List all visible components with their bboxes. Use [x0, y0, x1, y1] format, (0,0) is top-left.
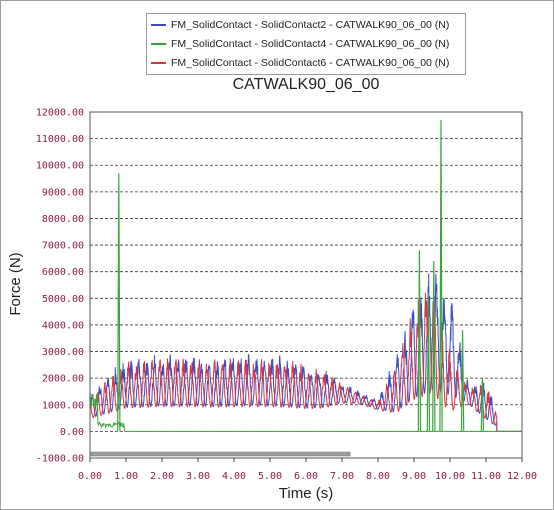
- y-tick-label: 12000.00: [36, 108, 84, 119]
- series-spike-contact4: [432, 260, 436, 432]
- legend-label-contact2: FM_SolidContact - SolidContact2 - CATWAL…: [171, 18, 450, 31]
- series-spike-contact4: [439, 119, 443, 432]
- series-line-contact2: [89, 273, 522, 432]
- y-tick-label: 7000.00: [42, 241, 84, 252]
- x-tick-label: 0.00: [78, 471, 102, 482]
- series-spike-contact4: [460, 330, 465, 432]
- legend-label-contact6: FM_SolidContact - SolidContact6 - CATWAL…: [171, 56, 450, 69]
- axis-layer: -1000.00 0.00 1000.00 2000.00 3000.00 4000.00…: [36, 108, 537, 483]
- series-spike-contact4: [417, 250, 422, 432]
- x-tick-label: 12.00: [507, 471, 537, 482]
- legend-swatch-contact6: [151, 61, 166, 64]
- chart-legend: FM_SolidContact - SolidContact2 - CATWAL…: [146, 13, 466, 75]
- y-tick-label: 2000.00: [42, 374, 84, 385]
- legend-item-contact4: FM_SolidContact - SolidContact4 - CATWAL…: [151, 35, 449, 52]
- x-tick-label: 10.00: [435, 471, 465, 482]
- legend-item-contact2: FM_SolidContact - SolidContact2 - CATWAL…: [151, 16, 449, 33]
- x-tick-label: 2.00: [150, 471, 174, 482]
- x-tick-label: 11.00: [471, 471, 501, 482]
- x-tick-label: 1.00: [114, 471, 138, 482]
- x-tick-label: 6.00: [294, 471, 318, 482]
- series-spike-contact4: [480, 378, 485, 432]
- y-tick-label: 6000.00: [42, 267, 84, 278]
- plot-border: [89, 111, 523, 459]
- legend-swatch-contact2: [151, 23, 166, 26]
- y-tick-label: 0.00: [60, 427, 84, 438]
- x-tick-label: 5.00: [258, 471, 282, 482]
- y-tick-label: 4000.00: [42, 320, 84, 331]
- x-tick-label: 8.00: [366, 471, 390, 482]
- series-spike-contact4: [117, 173, 121, 432]
- y-tick-label: 9000.00: [42, 187, 84, 198]
- data-layer: [89, 119, 522, 432]
- y-tick-label: 8000.00: [42, 214, 84, 225]
- chart-title: CATWALK90_06_00: [232, 76, 380, 93]
- plot-scrollbar[interactable]: [90, 451, 351, 457]
- y-tick-label: 10000.00: [36, 161, 84, 172]
- series-spike-contact4: [426, 292, 431, 432]
- x-tick-label: 7.00: [330, 471, 354, 482]
- legend-item-contact6: FM_SolidContact - SolidContact6 - CATWAL…: [151, 54, 449, 71]
- grid-layer: [90, 111, 522, 458]
- y-tick-label: 11000.00: [36, 134, 84, 145]
- legend-label-contact4: FM_SolidContact - SolidContact4 - CATWAL…: [171, 37, 450, 50]
- x-axis-title: Time (s): [279, 485, 333, 502]
- y-axis-title: Force (N): [7, 252, 24, 315]
- x-tick-label: 4.00: [222, 471, 246, 482]
- series-line-contact4: [89, 391, 522, 432]
- x-tick-label: 3.00: [186, 471, 210, 482]
- y-tick-label: 3000.00: [42, 347, 84, 358]
- x-tick-label: 9.00: [402, 471, 426, 482]
- plot-background: [90, 112, 522, 458]
- y-tick-label: 5000.00: [42, 294, 84, 305]
- y-tick-label: -1000.00: [36, 454, 84, 465]
- legend-swatch-contact4: [151, 42, 166, 45]
- y-tick-label: 1000.00: [42, 400, 84, 411]
